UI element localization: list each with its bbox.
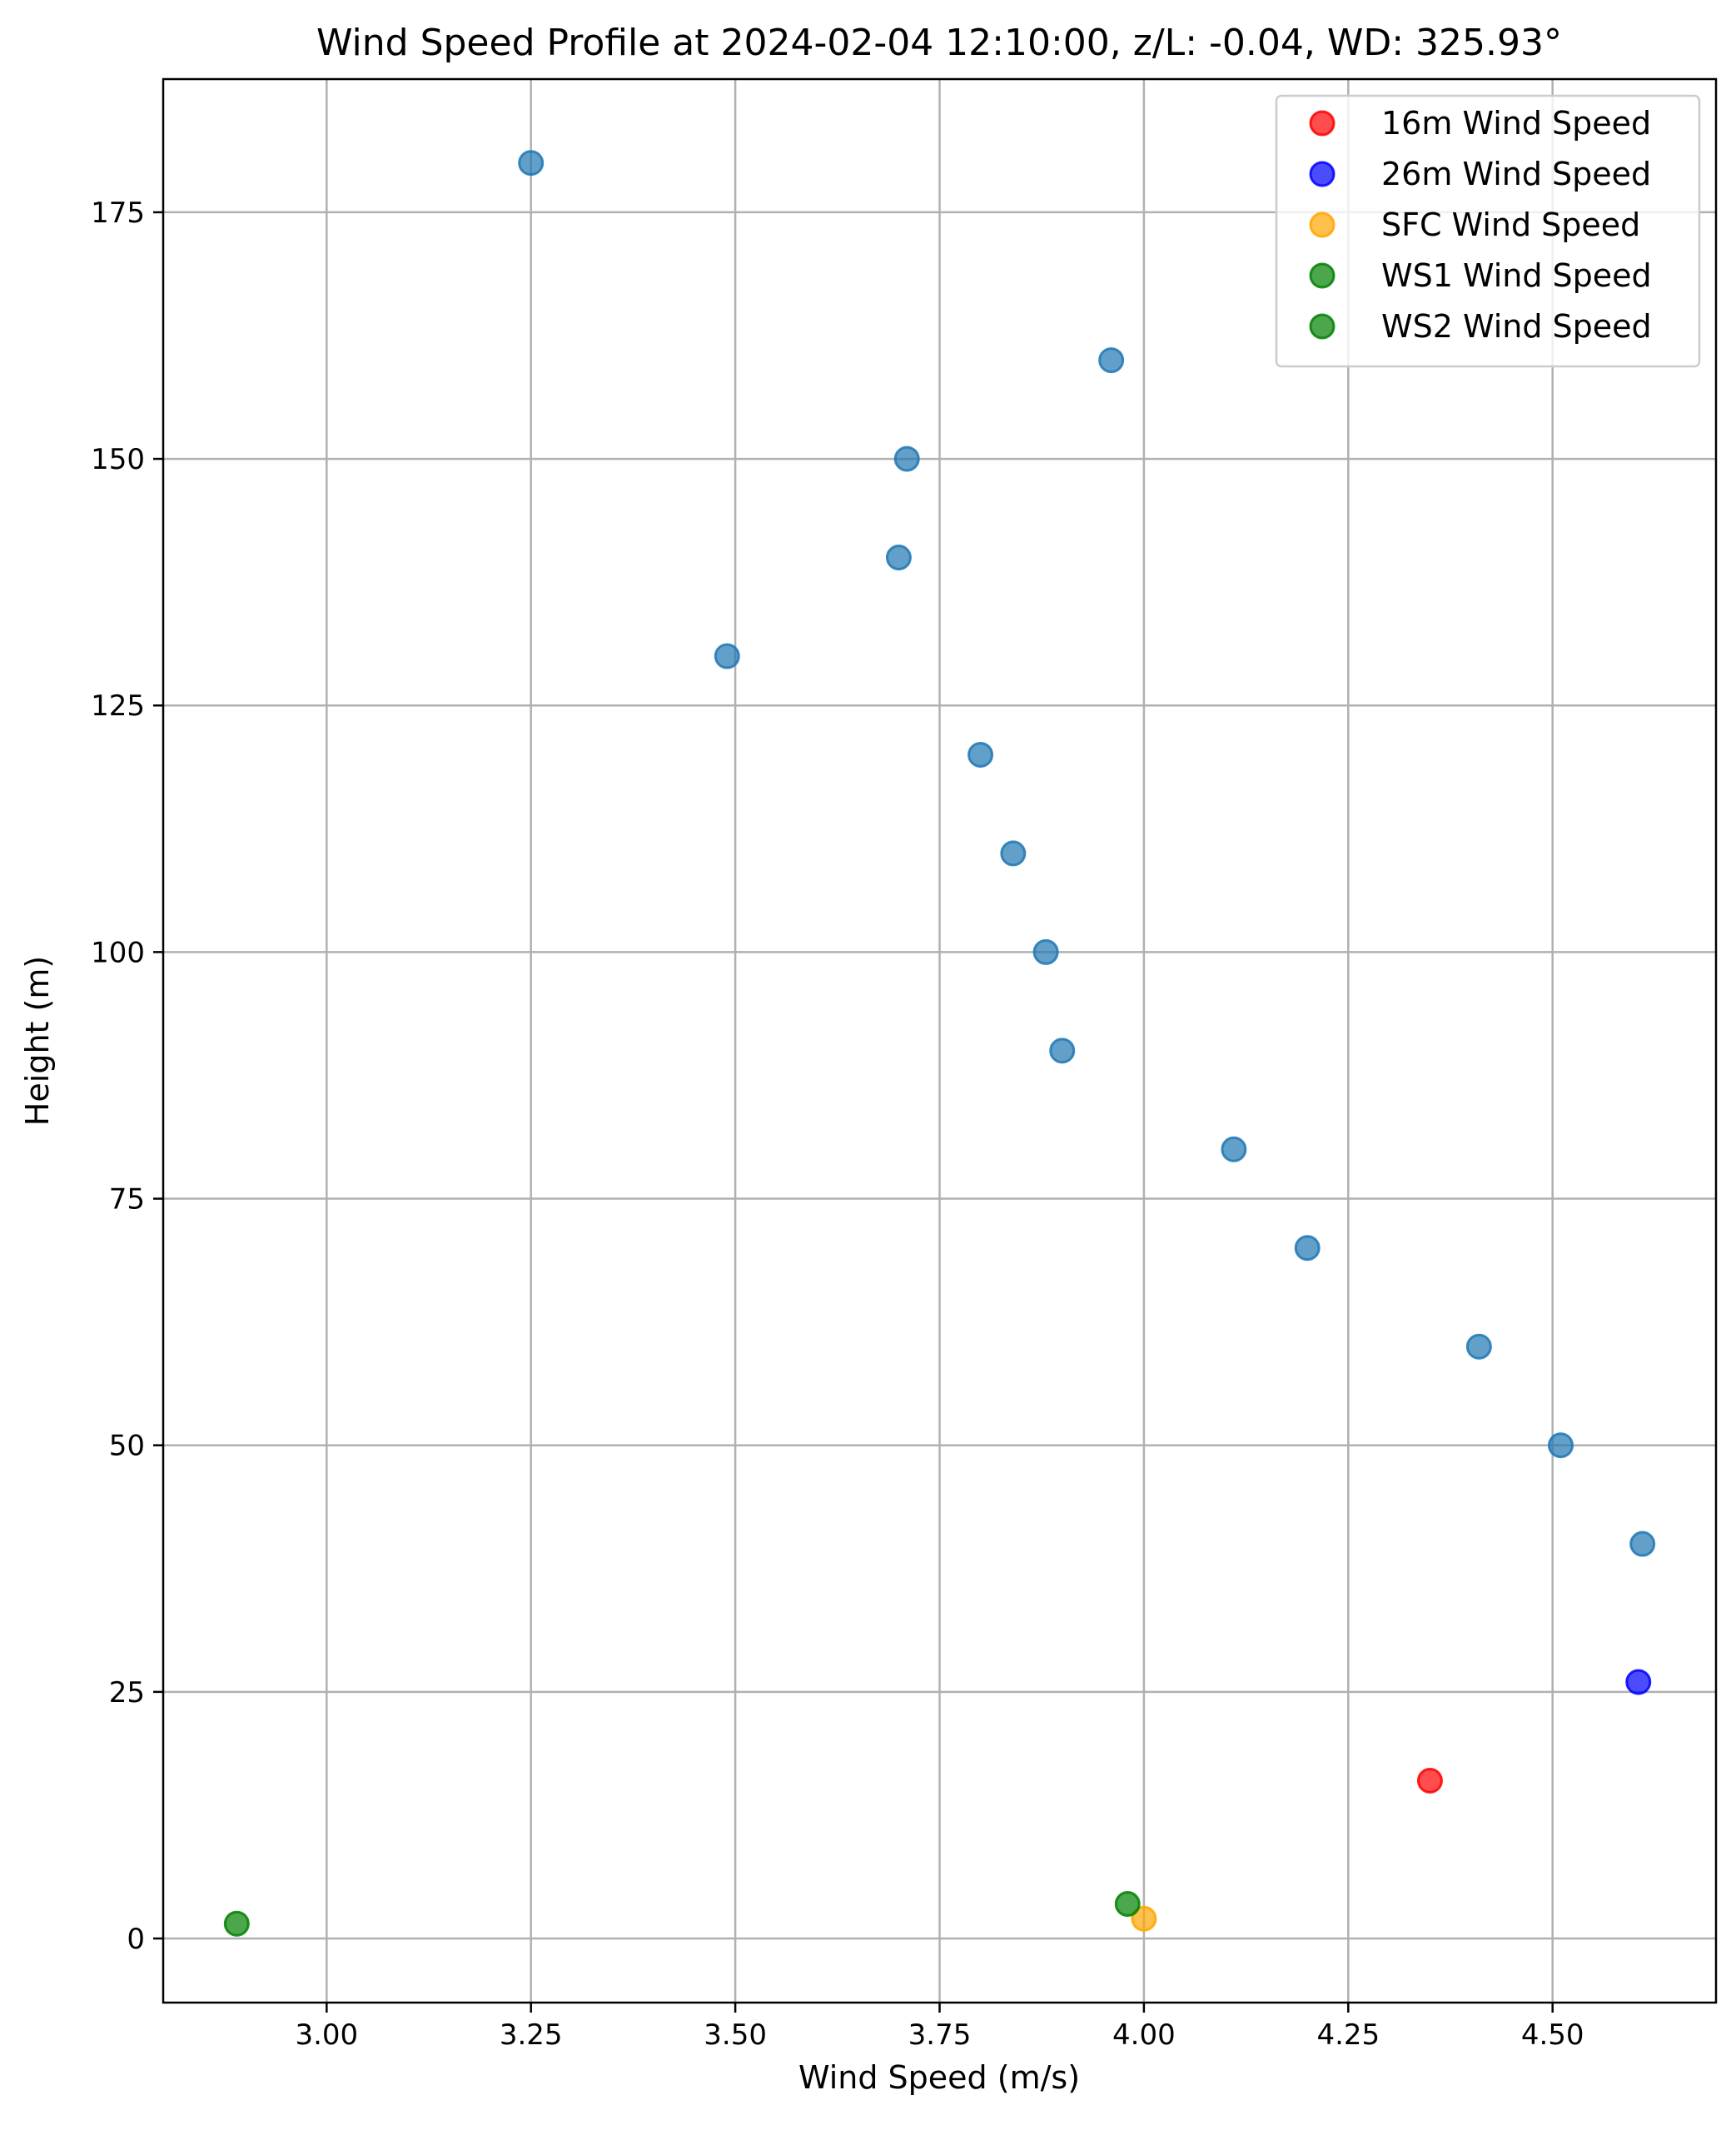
data-point	[1625, 1669, 1652, 1695]
legend-label: SFC Wind Speed	[1381, 207, 1640, 243]
data-points	[223, 150, 1656, 1937]
y-tick-label: 150	[91, 443, 145, 476]
data-point	[223, 1910, 250, 1937]
legend: 16m Wind Speed 26m Wind Speed SFC Wind Spe…	[1275, 94, 1701, 368]
x-axis-ticks: 3.00 3.25 3.50 3.75 4.00 4.25 4.50	[295, 2003, 1584, 2052]
chart-title: Wind Speed Profile at 2024-02-04 12:10:0…	[316, 22, 1562, 64]
x-tick-label: 3.25	[500, 2018, 563, 2052]
legend-label: WS2 Wind Speed	[1381, 308, 1652, 345]
x-tick-label: 3.75	[908, 2018, 972, 2052]
y-tick-label: 175	[91, 197, 145, 230]
data-point	[1221, 1136, 1247, 1162]
x-tick-label: 4.00	[1112, 2018, 1176, 2052]
data-point	[885, 545, 912, 571]
data-point	[1416, 1767, 1443, 1794]
x-tick-label: 3.50	[704, 2018, 767, 2052]
x-tick-label: 4.50	[1521, 2018, 1584, 2052]
y-tick-label: 100	[91, 936, 145, 969]
legend-marker	[1309, 110, 1336, 137]
legend-label: 26m Wind Speed	[1381, 156, 1651, 192]
y-axis-ticks: 0 25 50 75 100 125 150 175	[91, 197, 163, 1956]
data-point	[518, 150, 545, 177]
data-point	[1049, 1038, 1076, 1064]
y-axis-label: Height (m)	[19, 956, 56, 1126]
legend-marker	[1309, 212, 1336, 238]
data-point	[1131, 1905, 1157, 1932]
legend-marker	[1309, 161, 1336, 187]
grid-lines	[163, 79, 1716, 2003]
data-point	[1114, 1891, 1141, 1918]
legend-marker	[1309, 313, 1336, 340]
y-tick-label: 25	[109, 1676, 145, 1709]
legend-marker	[1309, 262, 1336, 289]
y-tick-label: 125	[91, 689, 145, 723]
data-point	[1465, 1333, 1492, 1360]
data-point	[893, 445, 920, 472]
data-point	[714, 643, 740, 669]
y-tick-label: 50	[109, 1430, 145, 1463]
data-point	[1032, 938, 1059, 965]
legend-label: 16m Wind Speed	[1381, 105, 1651, 142]
data-point	[967, 741, 994, 768]
legend-box	[1275, 94, 1701, 368]
x-tick-label: 3.00	[295, 2018, 358, 2052]
data-point	[1294, 1235, 1321, 1262]
x-axis-label: Wind Speed (m/s)	[798, 2059, 1080, 2096]
x-tick-label: 4.25	[1316, 2018, 1380, 2052]
y-tick-label: 0	[127, 1923, 145, 1956]
data-point	[1000, 840, 1027, 867]
data-point	[1098, 347, 1125, 374]
data-point	[1548, 1432, 1574, 1459]
legend-label: WS1 Wind Speed	[1381, 257, 1652, 294]
data-point	[1629, 1530, 1656, 1557]
y-tick-label: 75	[109, 1183, 145, 1217]
